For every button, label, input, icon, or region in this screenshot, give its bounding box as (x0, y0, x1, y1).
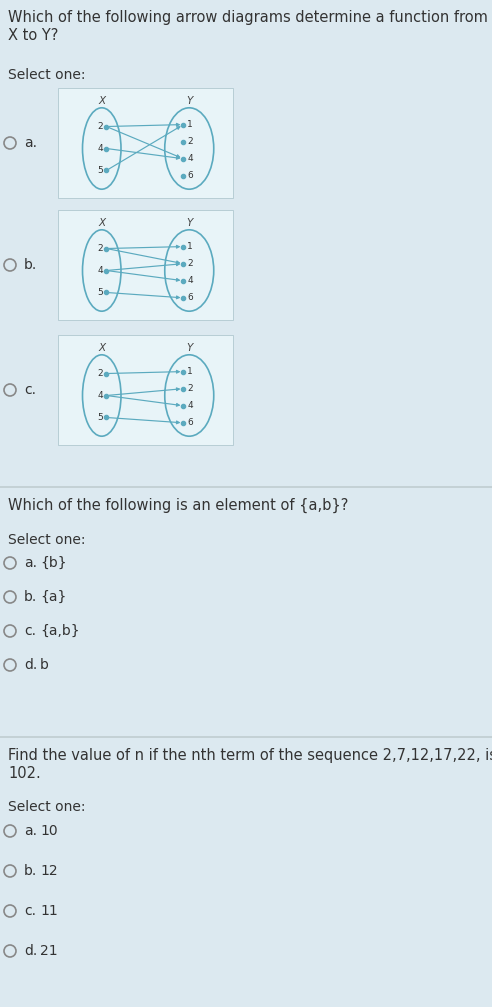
Text: 2: 2 (98, 244, 103, 253)
Text: 2: 2 (98, 122, 103, 131)
Text: d.: d. (24, 658, 37, 672)
Text: 2: 2 (187, 137, 193, 146)
Text: 1: 1 (187, 368, 193, 376)
Text: 2: 2 (187, 259, 193, 268)
FancyBboxPatch shape (58, 210, 233, 320)
Text: 2: 2 (98, 369, 103, 378)
Text: d.: d. (24, 944, 37, 958)
Text: b.: b. (24, 590, 37, 604)
FancyBboxPatch shape (58, 335, 233, 445)
Text: 5: 5 (97, 413, 103, 422)
Text: 4: 4 (187, 276, 193, 285)
Text: c.: c. (24, 904, 36, 918)
Text: 2: 2 (187, 384, 193, 393)
Text: Y: Y (186, 96, 192, 106)
Text: b.: b. (24, 864, 37, 878)
Text: b.: b. (24, 258, 37, 272)
Text: 21: 21 (40, 944, 58, 958)
Text: 1: 1 (187, 120, 193, 129)
Text: 11: 11 (40, 904, 58, 918)
Text: 4: 4 (98, 266, 103, 275)
Text: c.: c. (24, 383, 36, 397)
Text: 6: 6 (187, 293, 193, 302)
Text: a.: a. (24, 824, 37, 838)
Text: 4: 4 (187, 401, 193, 410)
Text: 4: 4 (98, 391, 103, 400)
Text: {a}: {a} (40, 590, 66, 604)
Text: c.: c. (24, 624, 36, 638)
Text: Y: Y (186, 343, 192, 353)
Text: X: X (98, 218, 105, 228)
Text: Y: Y (186, 218, 192, 228)
Text: Which of the following is an element of {a,b}?: Which of the following is an element of … (8, 498, 348, 514)
Text: X to Y?: X to Y? (8, 28, 59, 43)
Text: X: X (98, 96, 105, 106)
Text: {a,b}: {a,b} (40, 624, 80, 638)
Text: a.: a. (24, 556, 37, 570)
Text: 5: 5 (97, 288, 103, 297)
Text: X: X (98, 343, 105, 353)
Text: Find the value of n if the nth term of the sequence 2,7,12,17,22, is: Find the value of n if the nth term of t… (8, 748, 492, 763)
Text: 102.: 102. (8, 766, 41, 781)
Text: a.: a. (24, 136, 37, 150)
Text: 6: 6 (187, 171, 193, 180)
Text: Select one:: Select one: (8, 533, 86, 547)
Text: 5: 5 (97, 166, 103, 175)
Text: {b}: {b} (40, 556, 66, 570)
Text: 10: 10 (40, 824, 58, 838)
Text: 12: 12 (40, 864, 58, 878)
Text: b: b (40, 658, 49, 672)
Text: Which of the following arrow diagrams determine a function from: Which of the following arrow diagrams de… (8, 10, 488, 25)
Text: 4: 4 (98, 144, 103, 153)
Text: Select one:: Select one: (8, 800, 86, 814)
Text: 1: 1 (187, 242, 193, 251)
FancyBboxPatch shape (58, 88, 233, 198)
Text: 6: 6 (187, 418, 193, 427)
Text: Select one:: Select one: (8, 68, 86, 82)
Text: 4: 4 (187, 154, 193, 163)
